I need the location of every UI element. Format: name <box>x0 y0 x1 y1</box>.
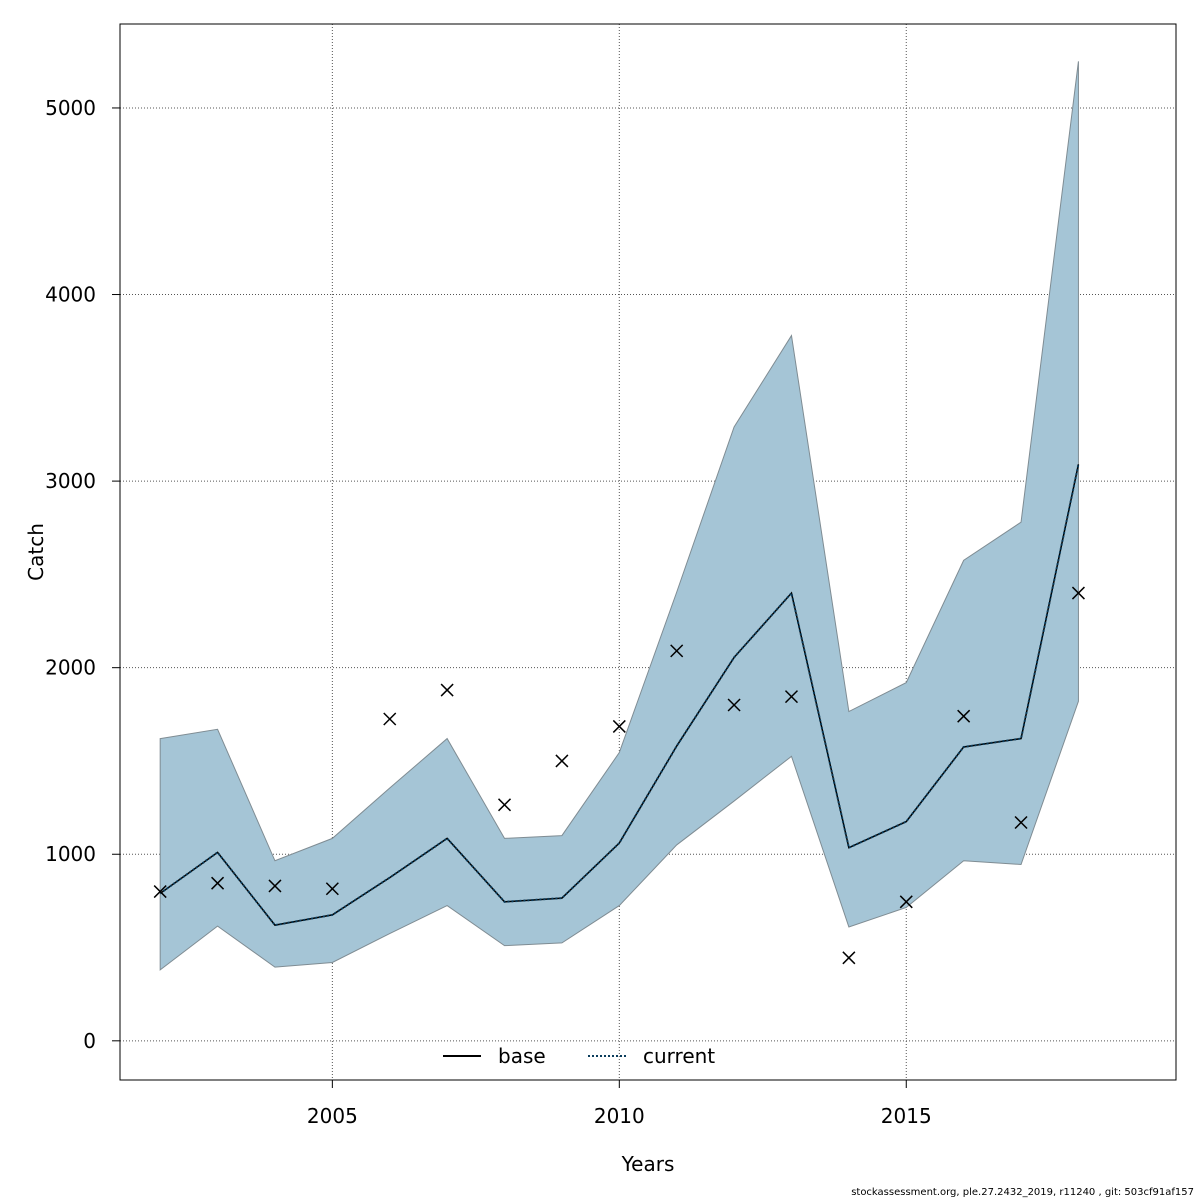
legend: base current <box>443 1044 715 1068</box>
observed-point <box>670 644 684 658</box>
observed-point <box>383 712 397 726</box>
observed-point <box>153 885 167 899</box>
observed-point <box>1014 815 1028 830</box>
observed-point <box>497 798 512 812</box>
observed-point <box>211 876 225 890</box>
y-tick-label: 2000 <box>45 656 96 680</box>
observed-point <box>727 698 741 712</box>
confidence-band <box>159 61 1079 971</box>
observed-point <box>784 690 799 704</box>
x-tick-label: 2015 <box>881 1104 932 1128</box>
x-axis-label: Years <box>621 1152 675 1176</box>
observed-point <box>612 719 626 733</box>
observed-point <box>555 754 569 768</box>
y-axis-label: Catch <box>24 523 48 581</box>
series-line-base <box>159 464 1080 926</box>
x-tick-label: 2005 <box>307 1104 358 1128</box>
y-axis: 0 1000 2000 3000 4000 5000 <box>45 96 120 1053</box>
observed-point <box>440 683 454 697</box>
y-tick-label: 1000 <box>45 842 96 866</box>
observed-point <box>1071 586 1085 600</box>
y-tick-label: 4000 <box>45 283 96 307</box>
legend-label-base: base <box>498 1044 546 1068</box>
x-axis: 2005 2010 2015 <box>307 1080 932 1128</box>
y-tick-label: 0 <box>83 1029 96 1053</box>
legend-label-current: current <box>643 1044 715 1068</box>
observed-point <box>842 951 856 965</box>
x-tick-label: 2010 <box>594 1104 645 1128</box>
observed-point <box>899 895 913 909</box>
observed-point <box>268 879 282 893</box>
observed-point <box>325 882 339 896</box>
observed-point <box>957 709 971 723</box>
footer-credit: stockassessment.org, ple.27.2432_2019, r… <box>851 1187 1194 1198</box>
y-tick-label: 5000 <box>45 96 96 120</box>
y-tick-label: 3000 <box>45 469 96 493</box>
observed-points <box>153 586 1085 965</box>
plot-frame <box>119 23 1177 1081</box>
